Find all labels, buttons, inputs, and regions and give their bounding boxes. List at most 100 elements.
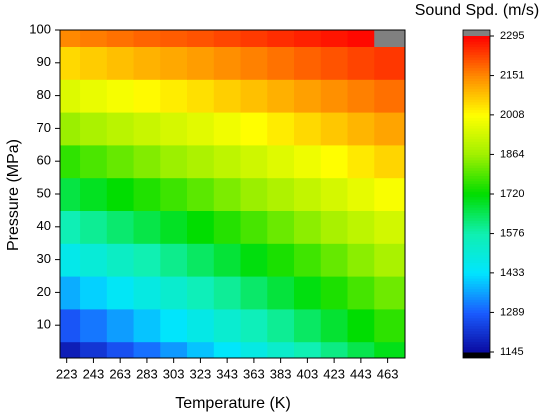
cell xyxy=(347,177,375,211)
cell xyxy=(240,308,268,343)
colorbar-segment xyxy=(463,78,490,82)
colorbar-segment xyxy=(463,86,490,90)
cell xyxy=(294,112,322,146)
colorbar-segment xyxy=(463,101,490,105)
cell xyxy=(60,30,81,47)
cell xyxy=(213,112,242,146)
colorbar-segment xyxy=(463,344,490,348)
cell xyxy=(294,79,322,113)
colorbar-segment xyxy=(463,138,490,142)
x-tick-label: 443 xyxy=(350,366,372,381)
cell xyxy=(106,112,135,146)
colorbar-segment xyxy=(463,96,490,100)
cell xyxy=(320,30,349,47)
cell xyxy=(160,276,188,310)
colorbar-segment xyxy=(463,336,490,340)
cell xyxy=(213,79,242,113)
colorbar-segment xyxy=(463,209,490,213)
y-tick-label: 20 xyxy=(37,284,51,299)
cell xyxy=(347,30,375,47)
colorbar-segment xyxy=(463,207,490,211)
cell xyxy=(267,30,295,47)
colorbar-tick-label: 1433 xyxy=(500,267,524,279)
colorbar-segment xyxy=(463,188,490,192)
cell xyxy=(160,177,188,211)
colorbar-segment xyxy=(463,283,490,287)
cell xyxy=(267,210,295,244)
cell xyxy=(374,308,405,343)
cell xyxy=(320,177,349,211)
cell xyxy=(267,276,295,310)
cell xyxy=(320,210,349,244)
colorbar-segment xyxy=(463,130,490,134)
cell xyxy=(213,46,242,80)
colorbar-segment xyxy=(463,191,490,195)
cell xyxy=(60,341,81,358)
y-tick-label: 50 xyxy=(37,185,51,200)
cell xyxy=(320,144,349,179)
colorbar-segment xyxy=(463,317,490,321)
cell xyxy=(347,46,375,80)
x-tick-label: 343 xyxy=(216,366,238,381)
colorbar-segment xyxy=(463,204,490,208)
cell xyxy=(347,243,375,277)
cell xyxy=(106,210,135,244)
cell xyxy=(187,210,215,244)
cell xyxy=(267,243,295,277)
cell xyxy=(106,243,135,277)
cell xyxy=(347,276,375,310)
colorbar-segment xyxy=(463,267,490,271)
colorbar-segment xyxy=(463,349,490,353)
colorbar-segment xyxy=(463,115,490,119)
cell xyxy=(267,341,295,358)
cell xyxy=(133,30,161,47)
cell xyxy=(374,79,405,113)
cell xyxy=(320,112,349,146)
cell xyxy=(267,46,295,80)
colorbar-segment xyxy=(463,80,490,84)
cell xyxy=(320,46,349,80)
colorbar-segment xyxy=(463,278,490,282)
colorbar-segment xyxy=(463,275,490,279)
colorbar-segment xyxy=(463,159,490,163)
y-tick-label: 40 xyxy=(37,218,51,233)
cell xyxy=(60,46,81,80)
y-axis-title: Pressure (MPa) xyxy=(5,139,22,251)
x-tick-label: 323 xyxy=(190,366,212,381)
colorbar-segment xyxy=(463,299,490,303)
cell xyxy=(160,46,188,80)
colorbar-segment xyxy=(463,291,490,295)
colorbar-segment xyxy=(463,99,490,103)
cell xyxy=(347,308,375,343)
colorbar-segment xyxy=(463,141,490,145)
cell xyxy=(80,243,108,277)
cell xyxy=(80,112,108,146)
y-tick-label: 30 xyxy=(37,251,51,266)
colorbar-segment xyxy=(463,196,490,200)
cell xyxy=(106,30,135,47)
colorbar-segment xyxy=(463,304,490,308)
colorbar-segment xyxy=(463,251,490,256)
cell xyxy=(213,276,242,310)
cell xyxy=(240,112,268,146)
cell xyxy=(160,30,188,47)
cell xyxy=(320,243,349,277)
cell xyxy=(347,79,375,113)
colorbar-segment xyxy=(463,154,490,158)
colorbar-segment xyxy=(463,41,490,45)
x-tick-label: 363 xyxy=(243,366,265,381)
cell xyxy=(160,210,188,244)
colorbar-segment xyxy=(463,149,490,153)
cell xyxy=(213,243,242,277)
cell xyxy=(294,30,322,47)
cell xyxy=(374,46,405,80)
colorbar-segment xyxy=(463,320,490,324)
heatmap xyxy=(60,30,405,358)
colorbar-tick-label: 1576 xyxy=(500,227,524,239)
colorbar-segment xyxy=(463,194,490,198)
colorbar-segment xyxy=(463,294,490,298)
colorbar-segment xyxy=(463,133,490,137)
cell xyxy=(213,341,242,358)
colorbar-segment xyxy=(463,280,490,285)
cell xyxy=(133,144,161,179)
